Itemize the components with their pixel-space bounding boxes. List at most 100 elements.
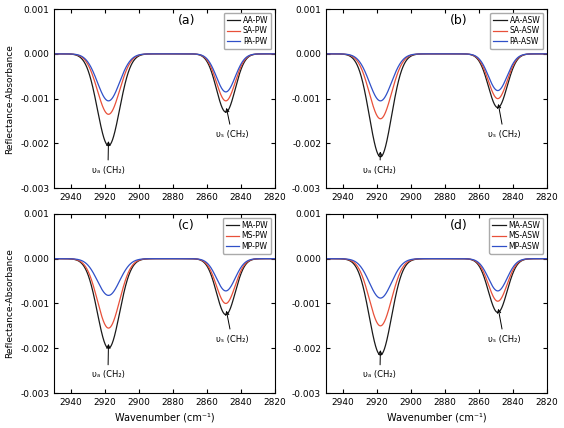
PA-PW (105, 98, 112, 104)
MP-PW (169, 256, 175, 261)
PA-PW (147, 51, 153, 56)
MA-ASW (439, 256, 446, 261)
MP-PW (147, 256, 153, 261)
Line: AA-ASW: AA-ASW (326, 54, 547, 157)
SA-PW (88, 69, 95, 74)
PA-ASW (397, 60, 404, 65)
MP-ASW (377, 295, 384, 300)
MA-PW (147, 256, 153, 262)
MA-ASW (441, 256, 448, 261)
AA-PW (147, 51, 153, 56)
MS-PW (51, 256, 58, 261)
MS-ASW (323, 256, 329, 261)
PA-PW (169, 51, 175, 56)
MA-ASW (352, 263, 359, 268)
MP-ASW (360, 268, 367, 273)
AA-PW (80, 58, 87, 63)
MS-PW (88, 277, 95, 282)
Text: υₛ (CH₂): υₛ (CH₂) (215, 312, 248, 344)
Text: υₛ (CH₂): υₛ (CH₂) (487, 105, 520, 139)
MP-ASW (440, 256, 447, 261)
AA-PW (167, 51, 174, 56)
PA-ASW (444, 51, 451, 56)
MS-PW (172, 256, 179, 261)
Line: SA-ASW: SA-ASW (326, 54, 547, 119)
MA-PW (125, 273, 132, 278)
Line: MS-ASW: MS-ASW (326, 259, 547, 326)
AA-ASW (377, 154, 384, 159)
PA-ASW (323, 51, 329, 56)
MP-ASW (439, 256, 446, 261)
MA-ASW (418, 256, 425, 262)
SA-PW (105, 112, 112, 117)
MS-ASW (544, 256, 550, 261)
MS-ASW (441, 256, 448, 261)
MP-ASW (323, 256, 329, 261)
Y-axis label: Reflectance-Absorbance: Reflectance-Absorbance (6, 249, 15, 358)
Line: AA-PW: AA-PW (54, 54, 275, 146)
PA-PW (51, 51, 58, 56)
MP-ASW (418, 256, 425, 261)
MS-ASW (352, 261, 359, 266)
Line: MP-PW: MP-PW (54, 259, 275, 295)
Text: υₐ (CH₂): υₐ (CH₂) (91, 142, 125, 175)
AA-ASW (444, 51, 451, 56)
MS-PW (147, 256, 153, 262)
MP-PW (167, 256, 174, 261)
Text: υₐ (CH₂): υₐ (CH₂) (91, 345, 125, 379)
MS-ASW (439, 256, 446, 261)
SA-PW (147, 51, 153, 56)
PA-PW (125, 60, 132, 65)
MA-PW (105, 346, 112, 351)
MS-ASW (377, 323, 384, 328)
MP-PW (105, 293, 112, 298)
Text: υₛ (CH₂): υₛ (CH₂) (487, 310, 520, 344)
PA-PW (167, 51, 174, 56)
SA-ASW (352, 56, 359, 61)
AA-PW (51, 51, 58, 56)
MS-PW (80, 262, 87, 267)
MS-ASW (418, 256, 425, 262)
SA-ASW (439, 51, 446, 56)
PA-ASW (439, 51, 446, 56)
MA-PW (88, 283, 95, 288)
MA-ASW (360, 285, 367, 290)
Legend: MA-ASW, MS-ASW, MP-ASW: MA-ASW, MS-ASW, MP-ASW (489, 218, 543, 254)
MA-ASW (323, 256, 329, 261)
Line: MA-PW: MA-PW (54, 259, 275, 348)
Text: (b): (b) (450, 15, 468, 27)
MP-PW (272, 256, 279, 261)
MA-PW (172, 256, 179, 261)
SA-ASW (444, 51, 451, 56)
Text: (d): (d) (450, 219, 468, 232)
MA-PW (51, 256, 58, 261)
PA-ASW (440, 51, 447, 56)
Line: MS-PW: MS-PW (54, 259, 275, 328)
AA-ASW (439, 51, 446, 56)
MP-PW (80, 259, 87, 264)
MA-PW (80, 263, 87, 268)
AA-ASW (397, 71, 404, 76)
AA-ASW (441, 51, 448, 56)
MP-ASW (397, 264, 404, 269)
MS-PW (272, 256, 279, 261)
SA-PW (272, 51, 279, 56)
AA-ASW (360, 82, 367, 87)
PA-PW (88, 65, 95, 71)
MS-ASW (397, 269, 404, 274)
PA-ASW (352, 55, 359, 60)
Y-axis label: Reflectance-Absorbance: Reflectance-Absorbance (6, 44, 15, 154)
SA-ASW (360, 71, 367, 76)
AA-ASW (323, 51, 329, 56)
SA-PW (51, 51, 58, 56)
MA-ASW (444, 256, 451, 261)
PA-ASW (377, 98, 384, 104)
SA-ASW (323, 51, 329, 56)
Legend: AA-PW, SA-PW, PA-PW: AA-PW, SA-PW, PA-PW (224, 13, 271, 49)
Legend: AA-ASW, SA-ASW, PA-ASW: AA-ASW, SA-ASW, PA-ASW (490, 13, 543, 49)
Line: MP-ASW: MP-ASW (326, 259, 547, 298)
AA-ASW (418, 51, 425, 56)
Text: (c): (c) (178, 219, 195, 232)
PA-ASW (544, 51, 550, 56)
MA-ASW (544, 256, 550, 261)
